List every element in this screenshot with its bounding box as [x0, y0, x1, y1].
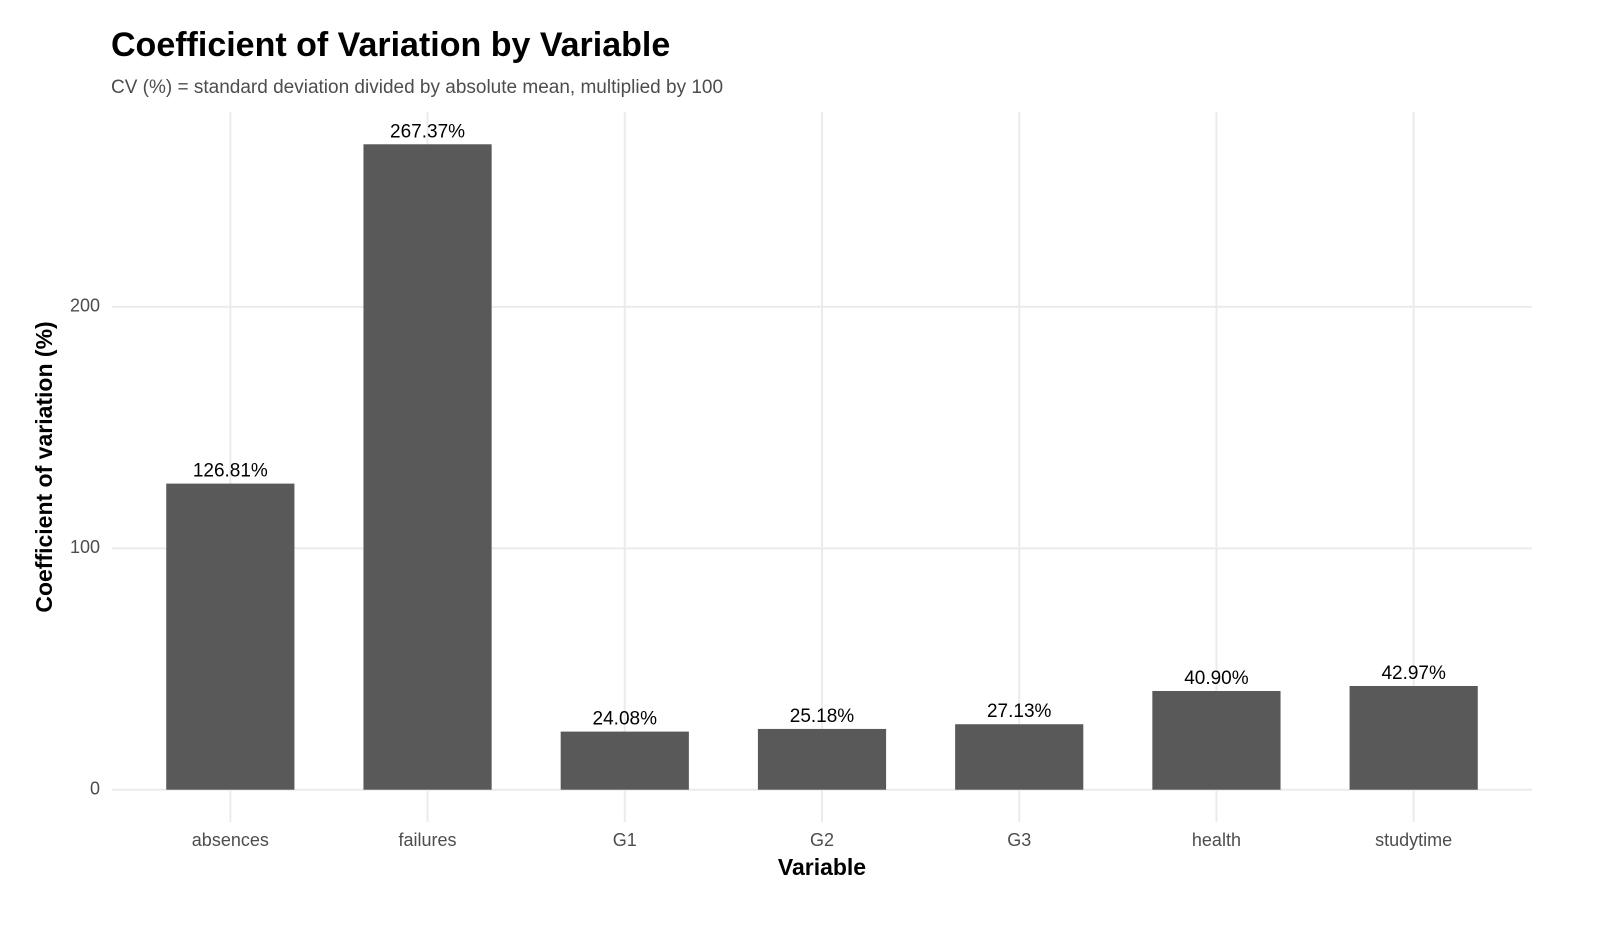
y-tick-label: 200 — [70, 296, 100, 316]
x-tick-label: studytime — [1375, 830, 1452, 850]
x-tick-label: G1 — [613, 830, 637, 850]
chart-title: Coefficient of Variation by Variable — [111, 26, 670, 64]
x-tick-label: health — [1192, 830, 1241, 850]
bar — [757, 728, 887, 790]
value-label: 27.13% — [987, 701, 1052, 722]
bar — [560, 731, 689, 790]
bar — [955, 724, 1084, 790]
bar — [1152, 690, 1281, 790]
bar — [166, 483, 295, 790]
value-label: 126.81% — [193, 461, 268, 482]
x-axis-title: Variable — [778, 854, 866, 880]
x-tick-label: failures — [399, 830, 457, 850]
value-label: 25.18% — [790, 706, 855, 727]
bar — [1349, 685, 1478, 790]
y-axis-title: Coefficient of variation (%) — [31, 321, 57, 612]
x-tick-label: G2 — [810, 830, 834, 850]
value-label: 40.90% — [1184, 668, 1249, 689]
y-tick-label: 0 — [90, 778, 100, 798]
y-tick-label: 100 — [70, 537, 100, 557]
chart-subtitle: CV (%) = standard deviation divided by a… — [111, 77, 723, 98]
x-tick-label: G3 — [1007, 830, 1031, 850]
value-label: 267.37% — [390, 121, 465, 142]
bar — [363, 144, 492, 790]
value-label: 42.97% — [1381, 663, 1446, 684]
x-tick-label: absences — [192, 830, 269, 850]
value-label: 24.08% — [593, 709, 658, 730]
